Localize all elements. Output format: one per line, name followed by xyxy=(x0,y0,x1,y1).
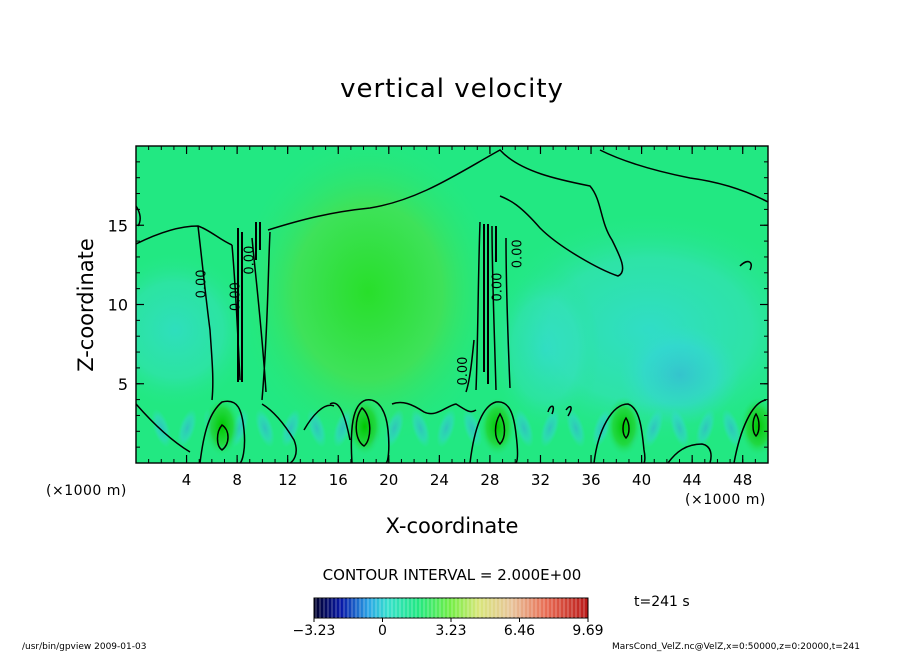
colorbar: −3.23 0 3.23 6.46 9.69 xyxy=(293,597,604,639)
left-downdraft-region xyxy=(136,250,255,410)
downdraft-cell xyxy=(695,408,716,448)
footer-command: /usr/bin/gpview 2009-01-03 xyxy=(22,642,147,652)
right-deep-downdraft xyxy=(620,325,740,425)
y-tick-label: 15 xyxy=(108,216,128,235)
colorbar-stripes xyxy=(315,598,585,618)
vertical-spike-contours xyxy=(237,222,497,384)
colorbar-tick-label: 6.46 xyxy=(504,623,535,639)
updraft-core xyxy=(605,396,642,457)
x-tick-label: 20 xyxy=(379,471,398,489)
downdraft-cell xyxy=(514,408,534,448)
x-tick-label: 12 xyxy=(278,471,297,489)
zero-contour-left-stem xyxy=(197,225,271,401)
downdraft-cell xyxy=(151,408,172,448)
contour-lines xyxy=(136,149,768,463)
downdraft-cell xyxy=(669,408,690,448)
y-axis-ticks: 5 10 15 xyxy=(108,145,768,464)
downdraft-cell xyxy=(462,408,483,448)
downdraft-cell xyxy=(540,408,560,448)
time-label: t=241 s xyxy=(634,594,690,610)
x-tick-label: 44 xyxy=(683,471,702,489)
contour-label: 0.00 xyxy=(456,357,471,386)
zero-contour-upper xyxy=(136,149,768,277)
x-tick-label: 48 xyxy=(733,471,752,489)
downdraft-cell xyxy=(566,408,586,448)
x-axis-ticks: 4 8 12 16 20 24 28 32 36 40 44 48 xyxy=(135,146,769,489)
updraft-core xyxy=(479,396,516,457)
updraft-core xyxy=(739,396,768,457)
x-tick-label: 32 xyxy=(531,471,550,489)
lower-band xyxy=(151,396,768,457)
colorbar-gradient xyxy=(313,597,589,619)
contour-label: 0.00 xyxy=(243,246,258,275)
colorbar-tick-label: 3.23 xyxy=(435,623,466,639)
x-unit-right: (×1000 m) xyxy=(685,492,766,508)
contour-label: 0.00 xyxy=(511,239,526,268)
contour-labels: 0.00 0.00 0.00 0.00 0.00 0.00 xyxy=(195,239,526,385)
zero-contour-lower xyxy=(136,399,767,463)
downdraft-cell xyxy=(643,408,664,448)
downdraft-cell xyxy=(281,408,301,448)
colorbar-ticks: −3.23 0 3.23 6.46 9.69 xyxy=(293,618,604,639)
x-tick-label: 36 xyxy=(581,471,600,489)
contour-interval: CONTOUR INTERVAL = 2.000E+00 xyxy=(322,566,582,584)
colorbar-tick-label: 9.69 xyxy=(572,623,603,639)
footer-source: MarsCond_VelZ.nc@VelZ,x=0:50000,z=0:2000… xyxy=(612,642,860,652)
x-tick-label: 16 xyxy=(329,471,348,489)
x-tick-label: 4 xyxy=(182,471,192,489)
x-tick-label: 24 xyxy=(430,471,449,489)
updraft-core xyxy=(203,396,240,457)
contour-label: 0.00 xyxy=(490,273,505,302)
interior-contours xyxy=(216,406,760,451)
x-tick-label: 8 xyxy=(232,471,242,489)
y-tick-label: 10 xyxy=(108,296,128,315)
contour-label: 0.00 xyxy=(229,282,244,311)
colorbar-tick-label: −3.23 xyxy=(293,623,336,639)
plot-area: 0.00 0.00 0.00 0.00 0.00 0.00 xyxy=(136,146,768,463)
downdraft-cell xyxy=(255,408,275,448)
colorbar-tick-label: 0 xyxy=(378,623,387,639)
x-tick-label: 40 xyxy=(632,471,651,489)
y-axis-label: Z-coordinate xyxy=(74,238,98,372)
x-axis-label: X-coordinate xyxy=(385,514,519,538)
downdraft-cell xyxy=(721,408,742,448)
central-updraft-region xyxy=(233,146,503,452)
downdraft-cell xyxy=(410,408,431,448)
downdraft-cell xyxy=(177,408,197,448)
downdraft-cell xyxy=(384,408,405,448)
y-tick-label: 5 xyxy=(118,375,128,394)
chart-title: vertical velocity xyxy=(340,74,564,104)
mid-downdraft-region xyxy=(490,265,600,435)
zero-contour-right-stem xyxy=(465,221,511,393)
x-unit-left: (×1000 m) xyxy=(46,483,127,499)
contour-label: 0.00 xyxy=(195,269,210,298)
x-tick-label: 28 xyxy=(480,471,499,489)
downdraft-cell xyxy=(436,408,457,448)
